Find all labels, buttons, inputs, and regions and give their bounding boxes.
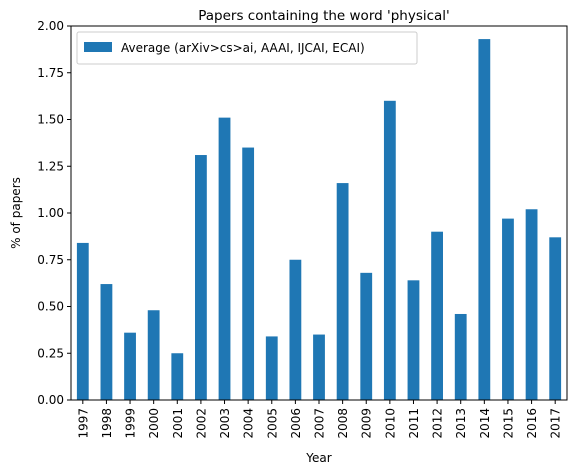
y-tick-label: 0.75: [37, 253, 64, 267]
bar-2004: [242, 147, 255, 400]
x-tick-label: 2013: [454, 408, 468, 439]
y-tick-label: 1.50: [37, 113, 64, 127]
x-axis-label: Year: [305, 451, 331, 465]
bar-2013: [454, 313, 467, 400]
y-tick-label: 2.00: [37, 19, 64, 33]
x-tick-label: 1998: [100, 408, 114, 439]
legend: Average (arXiv>cs>ai, AAAI, IJCAI, ECAI): [76, 31, 418, 65]
plot-frame: [70, 25, 568, 401]
x-tick-label: 2001: [171, 408, 185, 439]
y-tick-label: 1.25: [37, 159, 64, 173]
x-tick-label: 2002: [194, 408, 208, 439]
x-tick-label: 2009: [360, 408, 374, 439]
x-tick-label: 1997: [76, 408, 90, 439]
legend-swatch: [84, 42, 112, 52]
bar-2011: [407, 280, 420, 400]
bar-2006: [289, 259, 302, 400]
bars-layer: [76, 39, 562, 401]
bar-2003: [218, 117, 231, 400]
bar-1997: [76, 242, 89, 400]
bar-2002: [195, 155, 207, 400]
y-tick-label: 0.50: [37, 300, 64, 314]
y-axis: 0.00 0.25 0.50 0.75 1.00 1.25 1.50 1.75 2.00: [37, 19, 71, 407]
legend-label: Average (arXiv>cs>ai, AAAI, IJCAI, ECAI): [121, 41, 365, 55]
bar-2010: [383, 100, 396, 401]
x-tick-label: 2005: [265, 408, 279, 439]
bar-2014: [478, 39, 491, 401]
bar-2009: [360, 272, 373, 400]
bar-2012: [431, 231, 443, 400]
y-tick-label: 1.00: [37, 206, 64, 220]
x-tick-label: 2008: [336, 408, 350, 439]
x-tick-label: 2012: [431, 408, 445, 439]
y-tick-label: 0.25: [37, 346, 64, 360]
bar-2008: [336, 183, 349, 400]
x-tick-label: 2017: [549, 408, 563, 439]
y-tick-label: 0.00: [37, 393, 64, 407]
bar-1999: [124, 332, 136, 400]
bar-2007: [313, 334, 325, 400]
chart-title: Papers containing the word 'physical': [198, 8, 450, 24]
x-tick-label: 2015: [501, 408, 515, 439]
x-tick-label: 2014: [478, 408, 492, 439]
bar-2015: [502, 218, 514, 400]
x-tick-label: 1999: [124, 408, 138, 439]
x-axis: 1997 1998 1999 2000 2001 2002 2003 2004 2005 2006…: [76, 400, 563, 439]
bar-2005: [265, 336, 278, 400]
bar-2017: [549, 237, 562, 400]
bar-1998: [100, 284, 113, 400]
bar-2000: [147, 310, 160, 400]
bar-2001: [171, 353, 184, 400]
y-axis-label: % of papers: [9, 177, 23, 249]
x-tick-label: 2010: [383, 408, 397, 439]
x-tick-label: 2016: [525, 408, 539, 439]
x-tick-label: 2000: [147, 408, 161, 439]
x-tick-label: 2006: [289, 408, 303, 439]
x-tick-label: 2007: [313, 408, 327, 439]
bar-2016: [525, 209, 538, 400]
x-tick-label: 2003: [218, 408, 232, 439]
legend-box: [76, 31, 418, 65]
x-tick-label: 2004: [242, 408, 256, 439]
y-tick-label: 1.75: [37, 66, 64, 80]
x-tick-label: 2011: [407, 408, 421, 439]
